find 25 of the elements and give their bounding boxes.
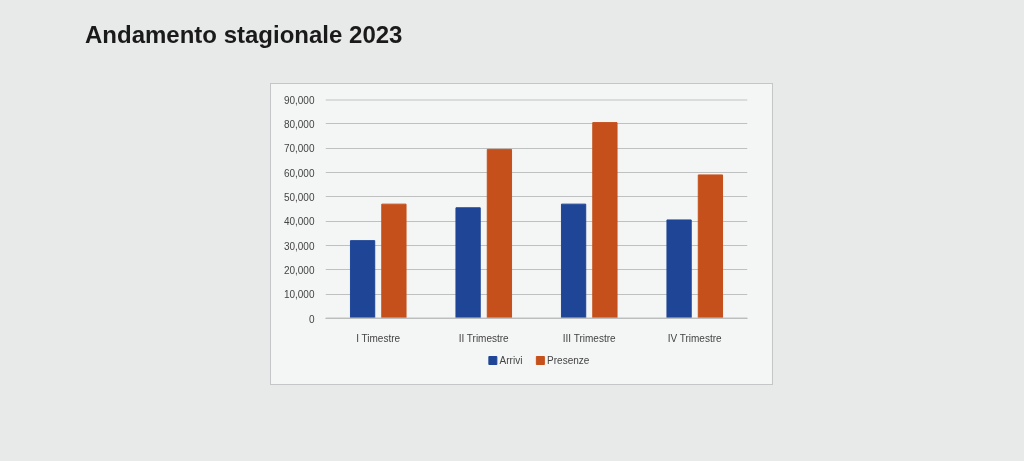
y-tick-label: 70,000 [283,143,315,155]
bar [666,219,692,319]
y-tick-label: 60,000 [283,167,315,179]
x-tick-label: II Trimestre [458,332,510,344]
y-tick-label: 90,000 [283,94,315,106]
bar [381,203,407,319]
y-tick-label: 40,000 [283,216,315,228]
y-tick-label: 80,000 [283,118,315,130]
bar [455,207,481,319]
bar [560,203,587,319]
x-tick-label: III Trimestre [562,332,616,344]
y-tick-label: 20,000 [283,264,315,276]
y-tick-label: 50,000 [283,191,315,203]
y-tick-label: 0 [308,313,315,325]
legend-label: Presenze [547,355,590,366]
y-tick-label: 10,000 [283,289,315,301]
chart-title: Andamento stagionale 2023 [85,20,403,50]
x-tick-label: I Timestre [356,332,401,344]
bar [349,240,376,319]
y-tick-label: 30,000 [283,240,315,252]
x-tick-label: IV Trimestre [667,332,723,344]
legend-label: Arrivi [499,355,523,366]
bar [486,148,513,319]
bar [697,174,724,319]
bar [592,122,618,319]
